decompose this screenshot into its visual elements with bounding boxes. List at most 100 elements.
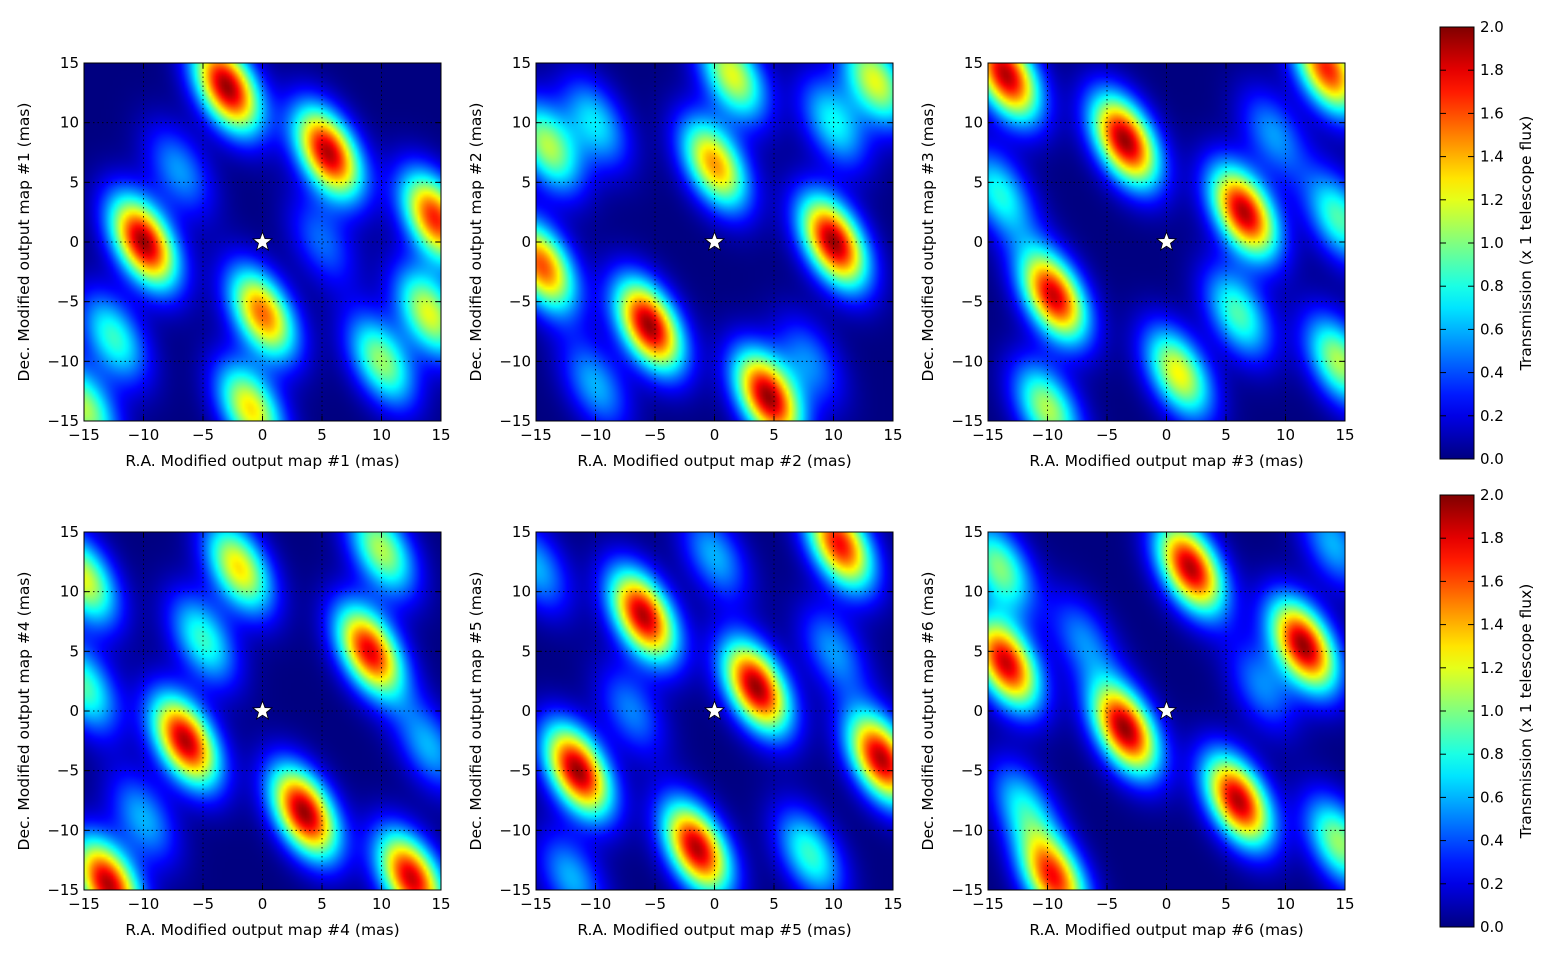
colorbar-tick-label: 1.8 xyxy=(1480,61,1504,79)
x-tick-label: −15 xyxy=(68,895,100,913)
y-tick-label: 10 xyxy=(964,583,983,601)
x-tick-label: 0 xyxy=(258,895,268,913)
y-tick-label: 15 xyxy=(60,523,79,541)
y-tick-label: −15 xyxy=(951,412,983,430)
x-tick-label: −5 xyxy=(644,895,666,913)
x-tick-label: 5 xyxy=(769,426,779,444)
star-marker xyxy=(251,699,274,721)
x-tick-label: 5 xyxy=(1221,426,1231,444)
colorbar-tick-label: 0.6 xyxy=(1480,788,1504,806)
y-tick-label: 5 xyxy=(69,173,79,191)
colorbar-1: 0.0 0.2 0.4 0.6 0.8 1.0 1.2 1.4 1.6 1.8 2.0 Transmi… xyxy=(1439,18,1535,468)
y-tick-label: 10 xyxy=(512,583,531,601)
x-axis-label: R.A. Modified output map #1 (mas) xyxy=(125,452,399,470)
x-tick-label: −15 xyxy=(520,426,552,444)
y-tick-label: 15 xyxy=(964,54,983,72)
y-tick-label: −15 xyxy=(951,881,983,899)
colorbar-tick-label: 0.4 xyxy=(1480,364,1504,382)
x-axis-label: R.A. Modified output map #2 (mas) xyxy=(577,452,851,470)
grid-lines xyxy=(536,63,893,421)
star-marker xyxy=(703,230,726,252)
y-tick-label: −10 xyxy=(951,821,983,839)
x-tick-label: 10 xyxy=(824,895,843,913)
y-tick-label: 0 xyxy=(973,702,983,720)
x-tick-label: 10 xyxy=(372,426,391,444)
y-tick-label: 15 xyxy=(964,523,983,541)
x-tick-label: 5 xyxy=(317,895,327,913)
star-marker xyxy=(703,699,726,721)
colorbar-tick-label: 1.4 xyxy=(1480,148,1504,166)
y-tick-label: −5 xyxy=(57,293,79,311)
y-tick-label: 5 xyxy=(69,642,79,660)
y-tick-label: 15 xyxy=(512,523,531,541)
colorbar-tick-label: 0.2 xyxy=(1480,875,1504,893)
x-tick-label: 0 xyxy=(258,426,268,444)
grid-lines xyxy=(84,532,441,890)
colorbar-tick-label: 0.2 xyxy=(1480,407,1504,425)
x-axis-label: R.A. Modified output map #4 (mas) xyxy=(125,921,399,939)
x-tick-label: 10 xyxy=(1276,426,1295,444)
colorbar-label: Transmission (x 1 telescope flux) xyxy=(1517,584,1535,840)
colorbar-tick-label: 0.8 xyxy=(1480,745,1504,763)
y-tick-label: 15 xyxy=(60,54,79,72)
x-tick-label: −5 xyxy=(192,895,214,913)
x-tick-label: −5 xyxy=(644,426,666,444)
y-tick-label: 5 xyxy=(521,173,531,191)
x-tick-label: −5 xyxy=(1096,426,1118,444)
y-tick-label: −10 xyxy=(499,352,531,370)
colorbar-tick-label: 0.0 xyxy=(1480,450,1504,468)
star-marker xyxy=(251,230,274,252)
x-axis-label: R.A. Modified output map #6 (mas) xyxy=(1029,921,1303,939)
y-axis-label: Dec. Modified output map #3 (mas) xyxy=(919,103,937,382)
grid-lines xyxy=(988,532,1345,890)
colorbar-label: Transmission (x 1 telescope flux) xyxy=(1517,116,1535,372)
y-axis-label: Dec. Modified output map #2 (mas) xyxy=(467,103,485,382)
x-tick-label: −15 xyxy=(520,895,552,913)
y-tick-label: 0 xyxy=(69,233,79,251)
colorbar-tick-label: 0.0 xyxy=(1480,918,1504,936)
colorbar-tick-label: 0.8 xyxy=(1480,277,1504,295)
x-tick-label: −10 xyxy=(580,426,612,444)
y-tick-label: 0 xyxy=(973,233,983,251)
x-tick-label: −15 xyxy=(972,895,1004,913)
heatmap-panel-3: −15 −10 −5 0 5 10 15 −15 −10 −5 0 5 10 15 R.A. Modifie… xyxy=(919,54,1355,470)
y-tick-label: −5 xyxy=(57,762,79,780)
x-tick-label: −10 xyxy=(128,895,160,913)
x-tick-label: −5 xyxy=(192,426,214,444)
star-marker xyxy=(1155,699,1178,721)
x-axis-label: R.A. Modified output map #5 (mas) xyxy=(577,921,851,939)
x-tick-label: 5 xyxy=(317,426,327,444)
y-tick-label: 0 xyxy=(69,702,79,720)
colorbar-tick-label: 1.6 xyxy=(1480,572,1504,590)
colorbar-tick-label: 2.0 xyxy=(1480,486,1504,504)
colorbar-tick-label: 1.0 xyxy=(1480,702,1504,720)
y-tick-label: 10 xyxy=(60,583,79,601)
y-tick-label: −10 xyxy=(47,821,79,839)
y-tick-label: −5 xyxy=(961,762,983,780)
y-tick-label: 0 xyxy=(521,702,531,720)
x-tick-label: 15 xyxy=(431,895,450,913)
y-tick-label: −15 xyxy=(47,881,79,899)
y-tick-label: 10 xyxy=(964,114,983,132)
y-tick-label: −10 xyxy=(951,352,983,370)
x-tick-label: 0 xyxy=(710,895,720,913)
y-axis-label: Dec. Modified output map #1 (mas) xyxy=(15,103,33,382)
colorbar-tick-label: 1.2 xyxy=(1480,191,1504,209)
x-tick-label: −10 xyxy=(128,426,160,444)
grid-lines xyxy=(536,532,893,890)
colorbar-tick-label: 1.8 xyxy=(1480,529,1504,547)
y-tick-label: −5 xyxy=(509,762,531,780)
colorbar-tick-label: 2.0 xyxy=(1480,18,1504,36)
heatmap-panel-5: −15 −10 −5 0 5 10 15 −15 −10 −5 0 5 10 15 R.A. Modifie… xyxy=(467,523,903,939)
star-marker xyxy=(1155,230,1178,252)
x-tick-label: −10 xyxy=(1032,426,1064,444)
x-tick-label: −15 xyxy=(972,426,1004,444)
x-tick-label: 0 xyxy=(1162,895,1172,913)
x-tick-label: 10 xyxy=(372,895,391,913)
y-tick-label: 0 xyxy=(521,233,531,251)
y-tick-label: −5 xyxy=(961,293,983,311)
y-axis-label: Dec. Modified output map #5 (mas) xyxy=(467,572,485,851)
x-tick-label: 15 xyxy=(431,426,450,444)
heatmap-panel-4: −15 −10 −5 0 5 10 15 −15 −10 −5 0 5 10 15 R.A. Modifie… xyxy=(15,523,451,939)
